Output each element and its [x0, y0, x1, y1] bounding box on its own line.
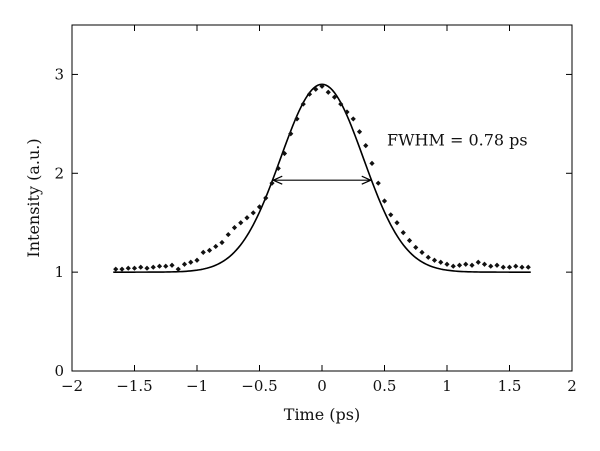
data-point — [181, 261, 188, 267]
data-point — [394, 220, 400, 226]
data-point — [250, 210, 256, 216]
data-point — [431, 257, 438, 263]
data-point — [469, 262, 475, 268]
data-point — [163, 263, 169, 269]
data-point — [481, 261, 488, 267]
x-tick-label: −0.5 — [241, 377, 277, 395]
data-point — [406, 237, 413, 244]
x-tick-label: 0 — [317, 377, 327, 395]
x-tick-label: −1.5 — [116, 377, 152, 395]
measured-data-points — [113, 83, 531, 272]
data-point — [119, 266, 125, 272]
data-point — [500, 264, 506, 270]
data-point — [169, 262, 175, 268]
x-tick-label: 0.5 — [373, 377, 397, 395]
data-point — [338, 101, 344, 107]
data-point — [319, 83, 325, 89]
y-axis-ticks: 0 1 2 3 — [54, 65, 572, 380]
data-point — [138, 264, 144, 270]
data-point — [350, 116, 356, 122]
plot-area-frame — [71, 24, 573, 372]
data-point — [425, 254, 431, 260]
data-point — [194, 257, 200, 263]
data-point — [450, 263, 456, 269]
data-point — [356, 129, 363, 135]
data-point — [519, 264, 525, 270]
data-point — [363, 143, 369, 149]
data-point — [125, 265, 131, 271]
data-point — [300, 101, 306, 107]
x-tick-label: −2 — [61, 377, 83, 395]
data-point — [388, 212, 394, 218]
data-point — [369, 160, 375, 166]
x-tick-label: −1 — [186, 377, 208, 395]
y-tick-label: 0 — [54, 362, 64, 380]
data-point — [381, 198, 388, 204]
y-tick-label: 2 — [54, 164, 64, 182]
data-point — [231, 225, 238, 231]
fwhm-arrow — [271, 175, 373, 185]
data-point — [488, 263, 494, 269]
y-tick-label: 3 — [54, 65, 64, 83]
y-tick-label: 1 — [54, 263, 64, 281]
data-point — [156, 263, 163, 269]
x-axis-title: Time (ps) — [284, 405, 360, 424]
data-point — [281, 150, 288, 157]
data-point — [475, 259, 481, 265]
data-point — [188, 259, 194, 265]
data-point — [444, 261, 450, 267]
data-point — [200, 249, 206, 255]
data-point — [294, 116, 300, 122]
data-point — [256, 204, 263, 210]
data-point — [413, 244, 419, 251]
data-point — [375, 180, 381, 186]
data-point — [150, 264, 156, 270]
x-tick-label: 2 — [567, 377, 577, 395]
data-point — [219, 239, 225, 246]
fwhm-arrow-head-left — [271, 175, 283, 185]
fwhm-arrow-head-right — [361, 175, 373, 185]
data-point — [175, 266, 181, 272]
data-point — [225, 231, 231, 238]
data-point — [331, 94, 338, 100]
data-point — [344, 109, 350, 115]
data-point — [238, 220, 244, 226]
data-point — [206, 247, 213, 253]
data-point — [113, 266, 119, 272]
x-tick-label: 1.5 — [498, 377, 522, 395]
data-point — [494, 262, 500, 268]
data-point — [288, 131, 294, 137]
data-point — [213, 243, 219, 250]
fwhm-annotation: FWHM = 0.78 ps — [387, 131, 528, 150]
data-point — [244, 215, 250, 221]
data-point — [306, 91, 313, 97]
data-point — [144, 265, 150, 271]
data-point — [513, 263, 519, 269]
data-point — [400, 230, 406, 236]
data-point — [456, 262, 463, 268]
data-point — [419, 249, 425, 255]
x-axis-ticks: −2 −1.5 −1 −0.5 0 0.5 1 1.5 2 — [61, 25, 577, 395]
data-point — [263, 195, 269, 201]
data-point — [269, 180, 275, 186]
data-point — [131, 265, 138, 271]
y-axis-title: Intensity (a.u.) — [24, 138, 43, 257]
data-point — [325, 89, 331, 95]
data-point — [525, 264, 531, 270]
data-point — [313, 86, 319, 92]
data-point — [275, 165, 281, 171]
data-point — [506, 264, 513, 270]
x-tick-label: 1 — [442, 377, 452, 395]
data-point — [438, 259, 444, 265]
data-point — [463, 261, 469, 267]
